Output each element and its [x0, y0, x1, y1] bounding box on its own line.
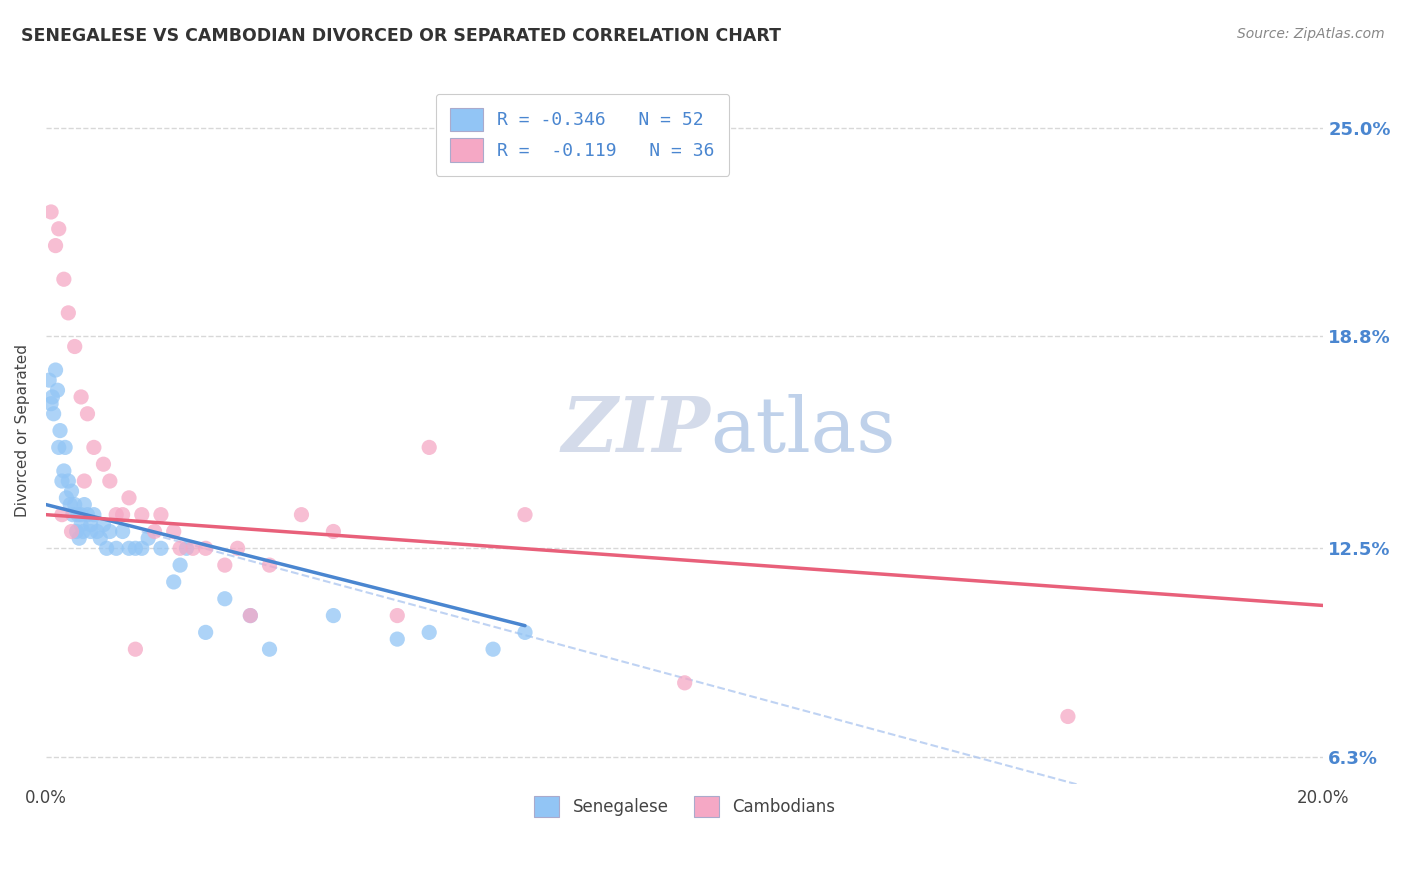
Point — [387, 608, 409, 623]
Point — [239, 608, 262, 623]
Point — [63, 498, 86, 512]
Point — [76, 508, 98, 522]
Point — [93, 517, 115, 532]
Point — [39, 397, 62, 411]
Text: atlas: atlas — [710, 393, 896, 467]
Point — [176, 541, 198, 556]
Point — [1057, 709, 1080, 723]
Point — [259, 642, 281, 657]
Point — [63, 339, 86, 353]
Point — [83, 441, 105, 455]
Point — [89, 531, 111, 545]
Point — [52, 464, 75, 478]
Point — [163, 574, 186, 589]
Point — [194, 541, 217, 556]
Point — [194, 625, 217, 640]
Point — [322, 524, 344, 539]
Point — [98, 474, 121, 488]
Point — [41, 390, 63, 404]
Point — [79, 524, 101, 539]
Point — [143, 524, 166, 539]
Point — [214, 558, 236, 573]
Point — [98, 524, 121, 539]
Point — [111, 508, 134, 522]
Point — [70, 508, 93, 522]
Point — [45, 238, 67, 252]
Point — [66, 508, 89, 522]
Point — [70, 390, 93, 404]
Point — [67, 531, 90, 545]
Legend: Senegalese, Cambodians: Senegalese, Cambodians — [526, 788, 844, 825]
Point — [62, 508, 84, 522]
Point — [66, 524, 89, 539]
Point — [673, 676, 696, 690]
Point — [131, 541, 153, 556]
Point — [387, 632, 409, 646]
Point — [169, 558, 191, 573]
Point — [105, 541, 128, 556]
Point — [131, 508, 153, 522]
Point — [124, 541, 146, 556]
Point — [226, 541, 249, 556]
Point — [239, 608, 262, 623]
Text: Source: ZipAtlas.com: Source: ZipAtlas.com — [1237, 27, 1385, 41]
Point — [45, 363, 67, 377]
Point — [83, 508, 105, 522]
Text: SENEGALESE VS CAMBODIAN DIVORCED OR SEPARATED CORRELATION CHART: SENEGALESE VS CAMBODIAN DIVORCED OR SEPA… — [21, 27, 782, 45]
Point — [118, 541, 141, 556]
Point — [79, 517, 101, 532]
Point — [72, 524, 94, 539]
Point — [105, 508, 128, 522]
Text: ZIP: ZIP — [561, 393, 710, 467]
Point — [48, 441, 70, 455]
Point — [73, 474, 96, 488]
Point — [149, 541, 172, 556]
Point — [482, 642, 505, 657]
Point — [181, 541, 204, 556]
Point — [59, 498, 82, 512]
Point — [169, 541, 191, 556]
Point — [73, 498, 96, 512]
Point — [86, 524, 108, 539]
Point — [58, 474, 80, 488]
Point — [48, 221, 70, 235]
Point — [60, 524, 83, 539]
Point — [111, 524, 134, 539]
Point — [55, 491, 77, 505]
Point — [418, 625, 440, 640]
Point — [259, 558, 281, 573]
Point — [51, 474, 73, 488]
Point — [163, 524, 186, 539]
Point — [46, 383, 69, 397]
Point — [53, 441, 76, 455]
Point — [96, 541, 118, 556]
Point — [513, 625, 536, 640]
Point — [60, 484, 83, 499]
Point — [124, 642, 146, 657]
Point — [52, 272, 75, 286]
Point — [118, 491, 141, 505]
Point — [214, 591, 236, 606]
Point — [290, 508, 312, 522]
Point — [322, 608, 344, 623]
Point — [42, 407, 65, 421]
Point — [38, 373, 60, 387]
Point — [418, 441, 440, 455]
Point — [136, 531, 159, 545]
Y-axis label: Divorced or Separated: Divorced or Separated — [15, 344, 30, 517]
Point — [70, 517, 93, 532]
Point — [76, 407, 98, 421]
Point — [149, 508, 172, 522]
Point — [51, 508, 73, 522]
Point — [513, 508, 536, 522]
Point — [49, 424, 72, 438]
Point — [58, 306, 80, 320]
Point — [93, 457, 115, 471]
Point — [39, 205, 62, 219]
